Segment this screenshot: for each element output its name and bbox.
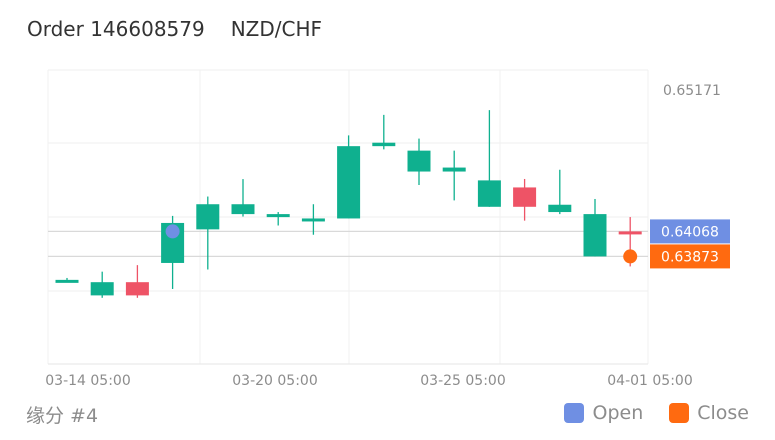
open-price-tag: 0.64068 <box>650 219 730 244</box>
candle <box>337 135 361 219</box>
legend-open[interactable]: Open <box>564 402 643 424</box>
candle <box>90 271 114 298</box>
candle <box>301 204 325 235</box>
x-tick-label: 03-14 05:00 <box>45 373 130 389</box>
chart-legend: Open Close <box>538 402 749 424</box>
candle-body <box>337 146 361 219</box>
close-price-tag-bg <box>650 244 730 269</box>
candle-body <box>442 167 466 172</box>
order-title: Order 146608579 <box>27 17 205 41</box>
close-marker <box>623 249 638 264</box>
close-price-tag-text: 0.63873 <box>661 249 719 265</box>
candle <box>55 277 79 283</box>
candle <box>266 212 290 226</box>
legend-close-swatch <box>669 403 690 423</box>
candle-body <box>407 150 431 172</box>
legend-open-label: Open <box>592 402 644 424</box>
x-tick-label: 03-25 05:00 <box>420 373 505 389</box>
candle-body <box>372 142 396 147</box>
candle <box>548 169 572 215</box>
open-price-tag-bg <box>650 219 730 244</box>
chart-header: Order 146608579 NZD/CHF <box>27 14 322 44</box>
candle-body <box>477 180 501 207</box>
candle <box>513 178 537 221</box>
legend-open-swatch <box>564 403 585 423</box>
candle-body <box>90 282 114 296</box>
candle-body <box>55 279 79 283</box>
candle-body <box>231 204 255 215</box>
candle-body <box>513 187 537 207</box>
candle-body <box>583 214 607 257</box>
candle <box>372 114 396 150</box>
account-label: 缘分 #4 <box>26 405 99 427</box>
currency-pair: NZD/CHF <box>230 17 323 41</box>
candle <box>477 110 501 207</box>
x-tick-label: 03-20 05:00 <box>232 373 317 389</box>
candle <box>231 179 255 217</box>
y-tick-label: 0.65171 <box>663 83 721 99</box>
candle-body <box>548 204 572 213</box>
candle <box>407 138 431 185</box>
candle-body <box>618 231 642 235</box>
candle-body <box>125 282 149 296</box>
candle <box>583 198 607 257</box>
x-tick-label: 04-01 05:00 <box>607 373 692 389</box>
open-price-tag-text: 0.64068 <box>661 224 719 240</box>
close-price-tag: 0.63873 <box>650 244 730 269</box>
candle-body <box>266 214 290 218</box>
open-marker <box>165 224 180 239</box>
candle <box>125 265 149 298</box>
candle-body <box>301 218 325 222</box>
candle <box>442 150 466 201</box>
candle <box>196 196 220 270</box>
legend-close[interactable]: Close <box>669 402 749 424</box>
candle-body <box>196 204 220 230</box>
legend-close-label: Close <box>697 402 749 424</box>
